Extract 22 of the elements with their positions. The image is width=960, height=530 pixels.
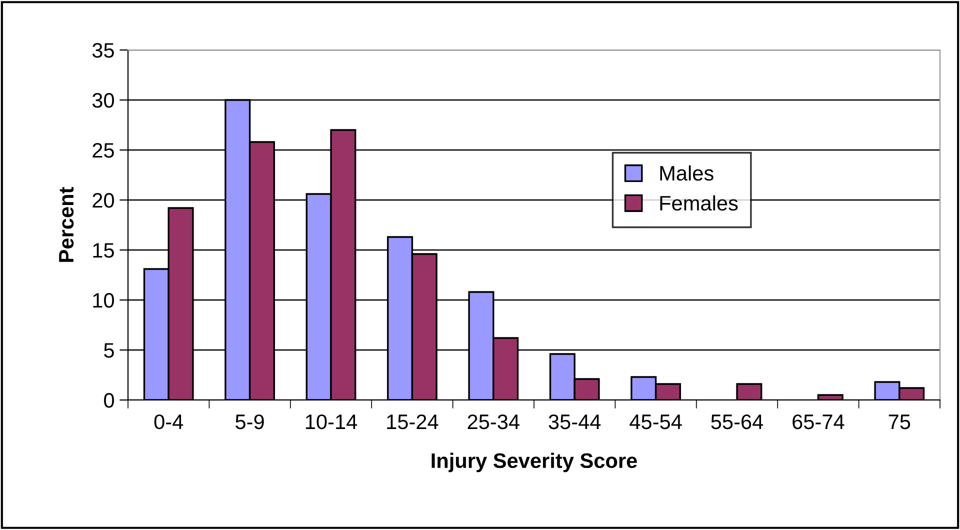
y-tick-label: 15	[93, 243, 114, 258]
y-tick-label: 10	[93, 293, 114, 308]
x-tick-label: 0-4	[154, 414, 184, 430]
x-tick-label: 15-24	[387, 414, 438, 430]
x-axis-title: Injury Severity Score	[432, 452, 637, 472]
x-tick-label: 45-54	[630, 414, 682, 430]
y-tick-label: 20	[92, 193, 114, 208]
y-tick-label: 25	[92, 143, 114, 158]
x-tick-label: 35-44	[548, 414, 601, 430]
y-tick-label: 35	[92, 43, 114, 58]
legend-label: Males	[660, 165, 714, 181]
legend-label: Females	[660, 195, 738, 211]
y-tick-label: 0	[104, 393, 114, 408]
x-tick-label: 75	[888, 414, 910, 430]
x-tick-label: 10-14	[306, 414, 358, 430]
y-axis-title: Percent	[59, 187, 74, 262]
x-tick-label: 65-74	[792, 414, 844, 430]
y-tick-label: 30	[92, 93, 114, 108]
x-tick-label: 5-9	[236, 414, 264, 430]
y-tick-label: 5	[104, 343, 114, 358]
x-tick-label: 55-64	[711, 414, 764, 430]
x-tick-label: 25-34	[468, 414, 520, 430]
